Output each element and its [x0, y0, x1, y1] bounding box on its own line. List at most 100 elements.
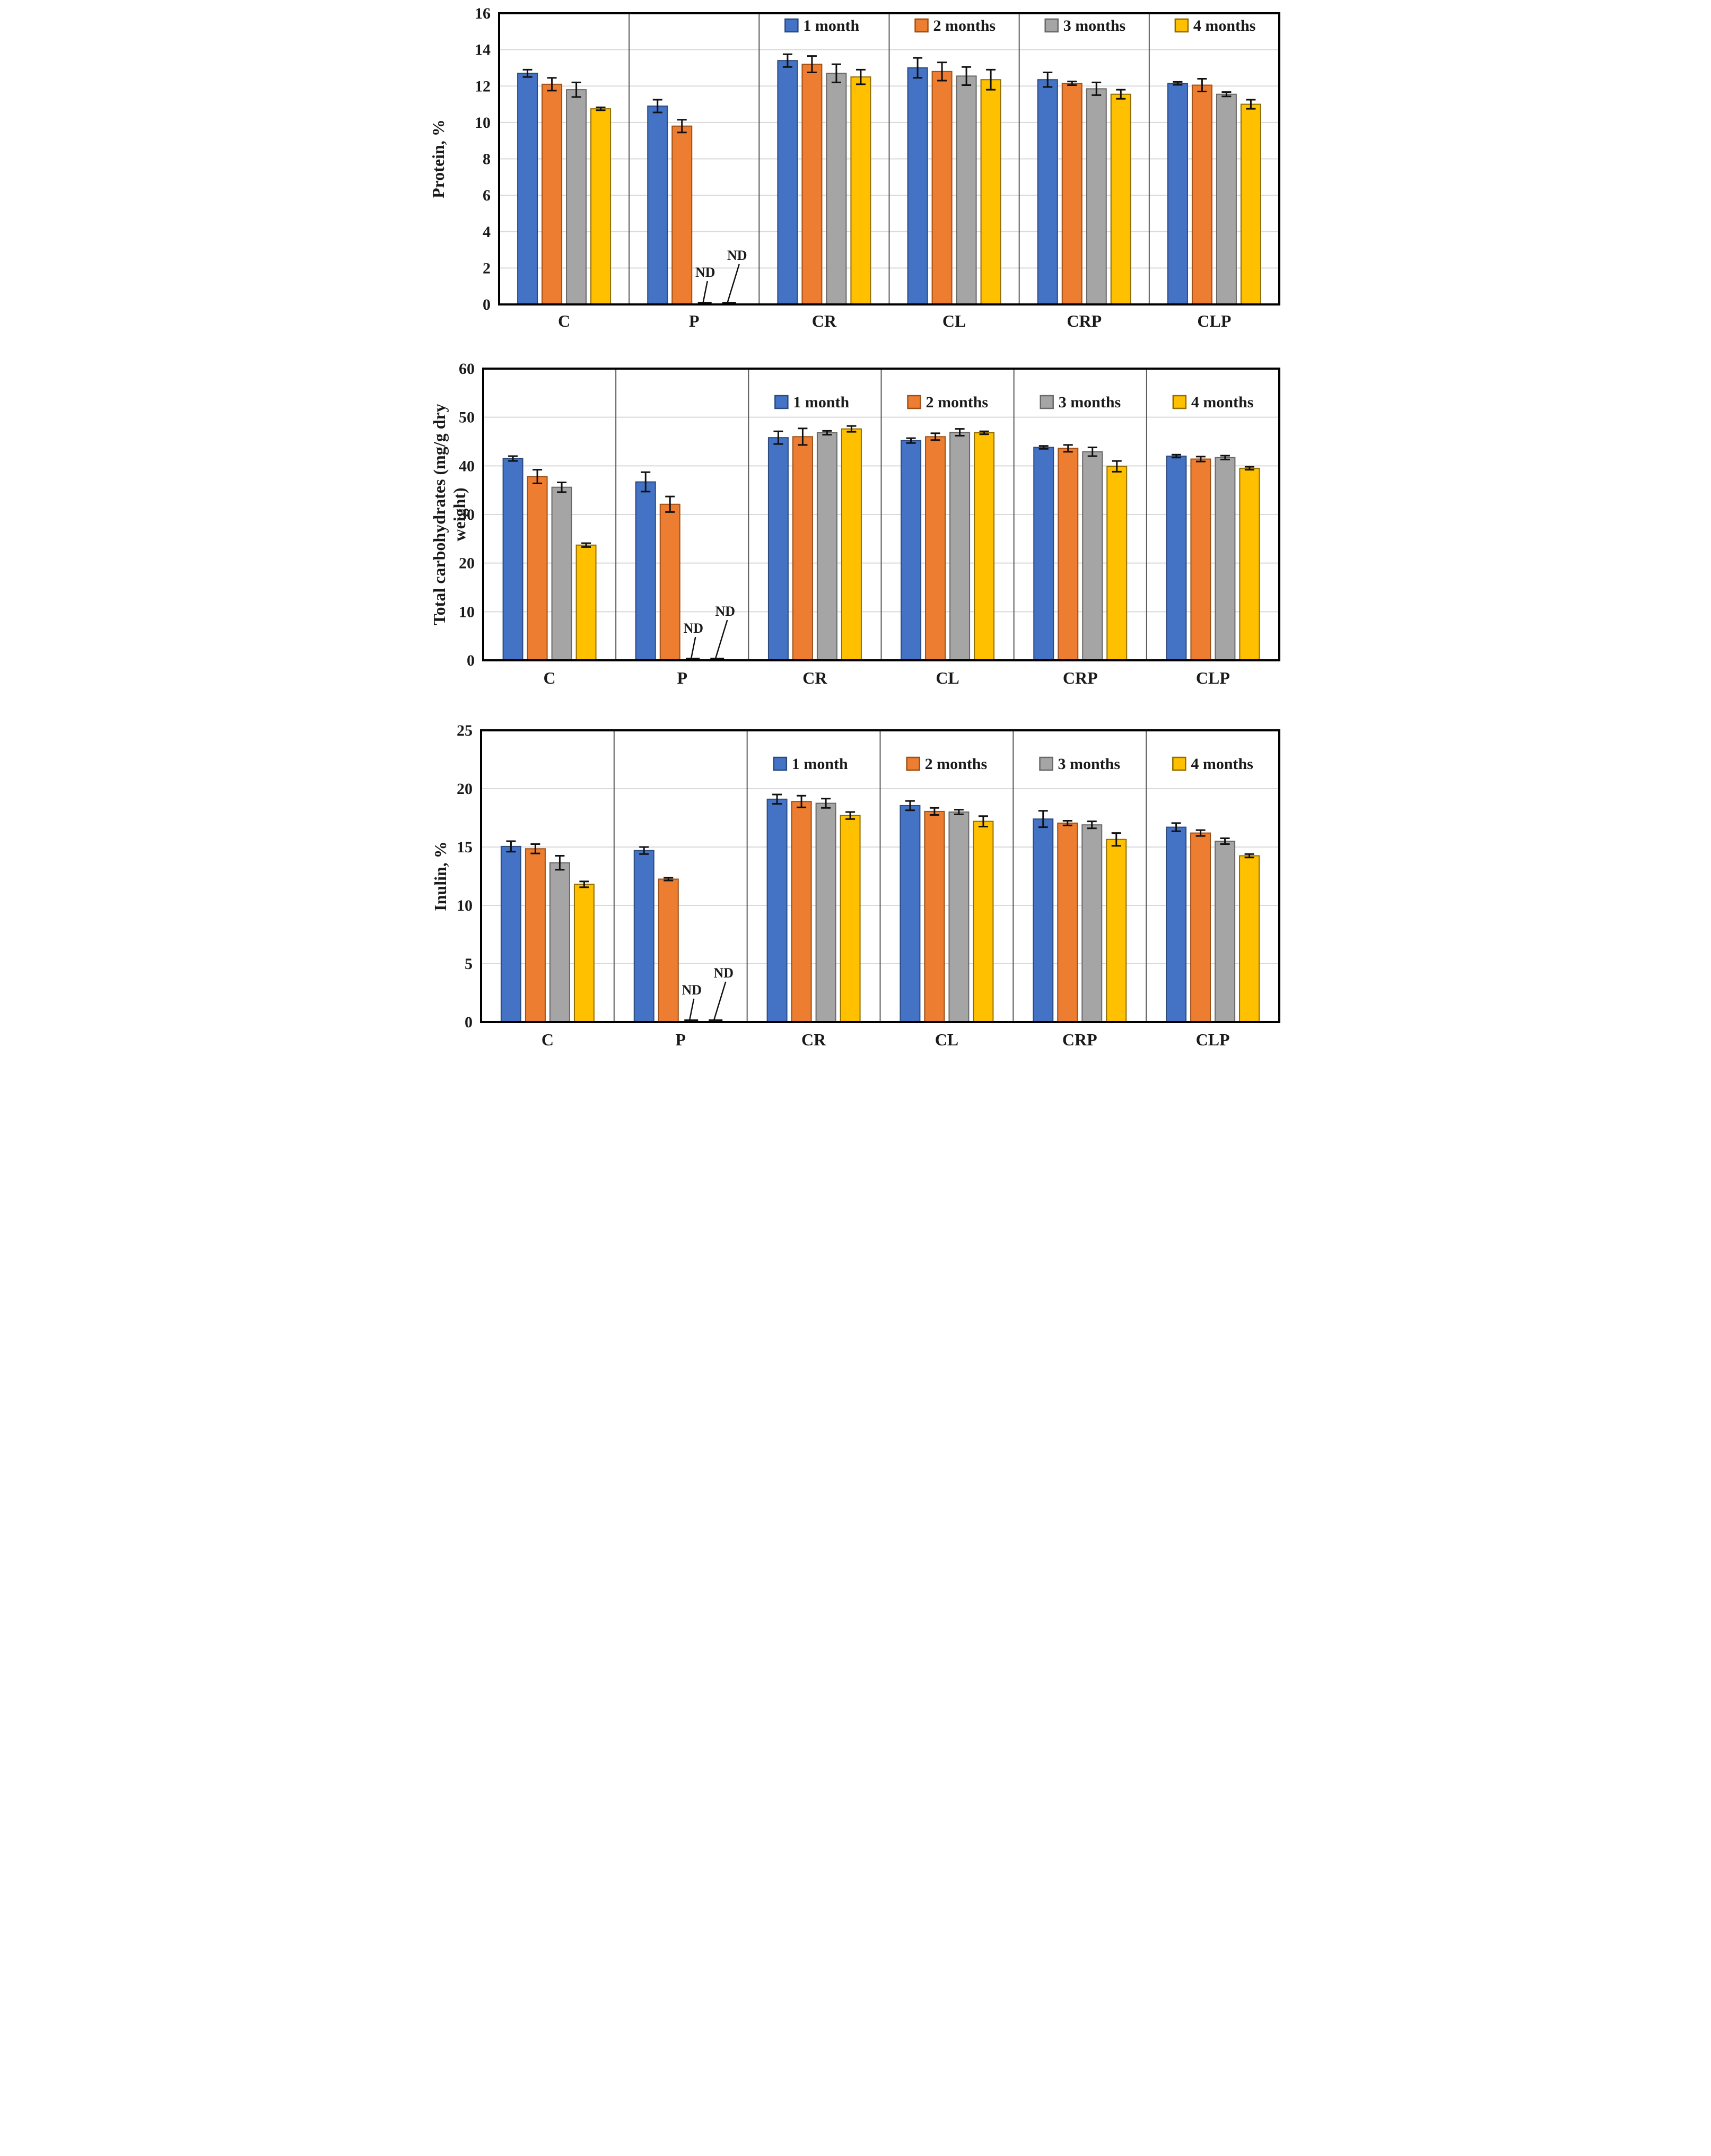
bar [551, 486, 572, 661]
bar [633, 850, 654, 1023]
legend-swatch [1038, 756, 1053, 771]
legend-label: 1 month [793, 394, 849, 411]
y-tick-label: 25 [457, 722, 473, 739]
nd-leader-line [713, 981, 726, 1020]
bar [1190, 458, 1211, 661]
y-tick-label: 0 [465, 1014, 473, 1031]
bar [1037, 79, 1058, 305]
bar [792, 436, 813, 661]
bar [502, 458, 523, 661]
total-carbohydrates-chart-canvas: 0 10 20 30 40 50 60 C P CR CL CRP CLP ND ND 1 month 2 mo… [430, 360, 1280, 687]
nd-baseline-mark [722, 302, 736, 304]
nd-annotation: ND [682, 982, 702, 998]
bar [1240, 103, 1261, 305]
bar [767, 437, 789, 661]
category-label: CL [936, 668, 959, 687]
bar [825, 73, 846, 305]
category-label: CR [801, 1030, 826, 1049]
bar [972, 820, 993, 1023]
legend-label: 3 months [1058, 755, 1120, 773]
inulin-chart-canvas: 0 5 10 15 20 25 C P CR CL CRP CLP ND ND 1 month 2 month… [431, 722, 1280, 1049]
y-tick-label: 10 [475, 114, 491, 132]
protein-chart-canvas: 0 2 4 6 8 10 12 14 16 C P CR CL CRP CLP ND ND 1 month 2 mo… [429, 5, 1280, 330]
bar [1086, 88, 1107, 305]
nd-annotation: ND [683, 621, 703, 636]
nd-leader-line [727, 264, 740, 303]
bar [949, 432, 970, 661]
legend-label: 3 months [1063, 17, 1125, 34]
bar [1165, 826, 1186, 1023]
category-label: CL [935, 1030, 958, 1049]
bar [1216, 93, 1237, 305]
nd-leader-line [688, 998, 694, 1020]
category-label: P [677, 668, 687, 687]
legend-label: 1 month [791, 755, 848, 773]
bar [766, 798, 788, 1023]
bar [1081, 451, 1103, 661]
y-axis-title: Protein, % [429, 119, 448, 198]
bar [1165, 456, 1186, 661]
bar [840, 815, 861, 1023]
y-tick-label: 0 [467, 652, 475, 669]
nd-baseline-mark [697, 302, 712, 304]
bar [801, 64, 822, 305]
nd-leader-line [702, 281, 708, 303]
category-label: CR [802, 668, 827, 687]
legend-label: 2 months [926, 394, 988, 411]
y-tick-label: 6 [483, 187, 491, 204]
y-tick-label: 10 [459, 603, 475, 621]
legend-label: 4 months [1191, 755, 1253, 773]
bar [931, 71, 953, 305]
category-label: P [688, 311, 699, 330]
y-tick-label: 4 [483, 223, 491, 241]
category-label: C [558, 311, 570, 330]
bar [527, 476, 548, 661]
bar [791, 801, 812, 1023]
y-tick-label: 16 [475, 5, 491, 22]
bar [647, 105, 668, 305]
category-label: CL [942, 311, 965, 330]
bar [973, 432, 994, 661]
bar [1238, 467, 1260, 661]
bar [841, 428, 862, 661]
bar [956, 75, 977, 305]
plot-frame [497, 12, 1280, 305]
bar [590, 108, 611, 305]
bar [1214, 841, 1235, 1023]
category-label: C [543, 668, 555, 687]
bar [658, 878, 679, 1023]
y-axis-title: Total carbohydrates (mg/g dry [430, 404, 449, 625]
bar [573, 884, 595, 1023]
bar [565, 89, 587, 305]
legend-swatch [774, 395, 789, 409]
bar [1190, 832, 1211, 1023]
y-tick-label: 5 [465, 955, 473, 973]
bar [1191, 84, 1212, 305]
plot-frame [479, 729, 1280, 1023]
legend-swatch [784, 18, 799, 33]
multi-panel-bar-figure: 0 2 4 6 8 10 12 14 16 C P CR CL CRP CLP ND ND 1 month 2 mo… [427, 0, 1284, 1078]
bar [549, 862, 570, 1023]
bar [923, 810, 945, 1023]
legend-swatch [1039, 395, 1054, 409]
category-label: CRP [1062, 668, 1097, 687]
category-label: C [541, 1030, 553, 1049]
y-tick-label: 40 [459, 457, 475, 475]
y-tick-label: 30 [459, 506, 475, 523]
bar [575, 544, 597, 661]
inulin-chart: 0 5 10 15 20 25 C P CR CL CRP CLP ND ND 1 month 2 month… [428, 719, 1284, 1078]
bar [948, 811, 969, 1023]
legend-swatch [1044, 18, 1059, 33]
y-tick-label: 20 [459, 555, 475, 572]
legend-label: 1 month [803, 17, 859, 34]
bar [517, 73, 538, 305]
bar [659, 503, 680, 661]
bar [900, 440, 921, 661]
nd-baseline-mark [685, 658, 700, 660]
bar [671, 125, 692, 305]
nd-baseline-mark [684, 1019, 698, 1022]
y-tick-label: 60 [459, 360, 475, 378]
bar [1167, 83, 1188, 305]
bar [1110, 93, 1131, 305]
y-axis-title: weight) [450, 487, 469, 541]
